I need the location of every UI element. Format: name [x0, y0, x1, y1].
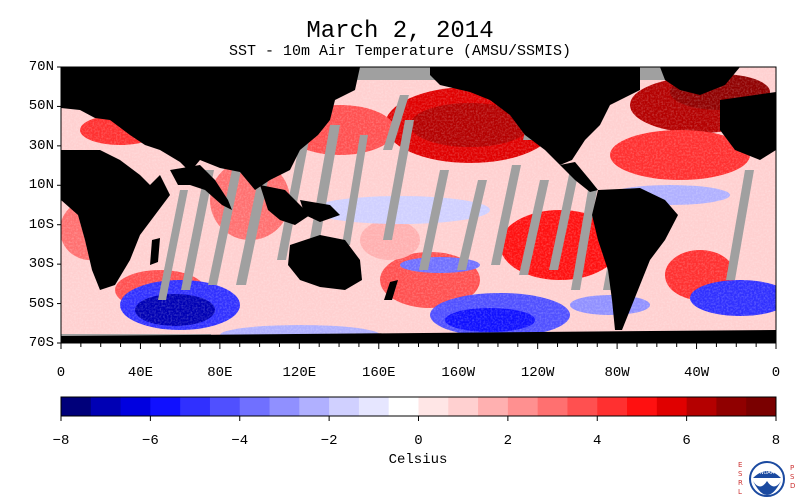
- colorbar-swatch: [507, 397, 539, 416]
- colorbar-swatch: [478, 397, 509, 416]
- land-masses: [61, 67, 776, 343]
- svg-text:E: E: [738, 461, 742, 469]
- colorbar-tick-label: 4: [593, 433, 602, 449]
- colorbar-tick-label: 2: [503, 433, 513, 449]
- colorbar-tick-label: 0: [414, 433, 423, 449]
- colorbar-swatch: [269, 397, 300, 416]
- svg-text:S: S: [790, 473, 795, 481]
- colorbar-tick-label: 6: [682, 433, 691, 449]
- page-title: March 2, 2014: [306, 18, 494, 45]
- colorbar: [61, 397, 777, 416]
- colorbar-swatch: [597, 397, 628, 416]
- colorbar-swatch: [90, 397, 122, 416]
- lat-label: 70N: [28, 59, 54, 75]
- svg-text:R: R: [738, 479, 743, 487]
- colorbar-swatch: [537, 397, 568, 416]
- lon-label: 160E: [361, 365, 396, 381]
- noaa-emblem-text: NOAA: [760, 470, 775, 476]
- lon-label: 40E: [127, 365, 154, 381]
- colorbar-swatch: [209, 397, 241, 416]
- colorbar-swatch: [120, 397, 151, 416]
- colorbar-swatch: [150, 397, 181, 416]
- colorbar-swatch: [358, 397, 390, 416]
- lon-label: 0: [771, 365, 781, 381]
- lon-label: 120E: [282, 365, 317, 381]
- lon-label: 40W: [683, 365, 710, 381]
- colorbar-swatch: [418, 397, 449, 416]
- colorbar-tick-label: −2: [320, 433, 338, 449]
- lon-ticks: [60, 343, 777, 349]
- colorbar-swatch: [656, 397, 688, 416]
- lat-label: 30S: [28, 256, 54, 273]
- colorbar-swatch: [627, 397, 658, 416]
- lat-label: 10N: [28, 177, 54, 194]
- colorbar-tick-label: 8: [771, 433, 781, 449]
- lon-label: 0: [56, 365, 66, 381]
- colorbar-label: Celsius: [388, 452, 448, 468]
- colorbar-swatch: [239, 397, 271, 416]
- lat-label: 50S: [28, 295, 54, 312]
- lat-label: 30N: [28, 137, 54, 154]
- svg-text:S: S: [738, 470, 743, 478]
- lon-label: 80W: [604, 365, 630, 381]
- colorbar-tick-label: −8: [52, 433, 70, 449]
- colorbar-swatch: [299, 397, 330, 416]
- lon-label: 80E: [207, 365, 233, 381]
- lat-label: 50N: [28, 98, 54, 115]
- colorbar-tick-label: −4: [231, 433, 249, 449]
- page-subtitle: SST - 10m Air Temperature (AMSU/SSMIS): [228, 43, 572, 60]
- colorbar-swatch: [746, 397, 777, 416]
- colorbar-tick-label: −6: [141, 433, 159, 449]
- lat-label: 10S: [28, 216, 54, 233]
- colorbar-swatch: [180, 397, 211, 416]
- lon-label: 160W: [441, 365, 476, 381]
- colorbar-ticks: [60, 416, 777, 421]
- psd-letters: PSD: [790, 464, 795, 490]
- svg-text:P: P: [790, 464, 794, 472]
- colorbar-swatch: [567, 397, 598, 416]
- svg-text:L: L: [738, 488, 742, 496]
- colorbar-swatch: [329, 397, 360, 416]
- colorbar-swatch: [716, 397, 747, 416]
- sst-field: [61, 67, 776, 343]
- lat-label: 70S: [28, 335, 54, 351]
- lat-ticks: [57, 66, 61, 344]
- colorbar-swatch: [448, 397, 479, 416]
- lon-label: 120W: [520, 365, 555, 381]
- svg-text:D: D: [790, 482, 795, 490]
- colorbar-swatch: [61, 397, 92, 416]
- colorbar-swatch: [686, 397, 717, 416]
- colorbar-swatch: [388, 397, 419, 416]
